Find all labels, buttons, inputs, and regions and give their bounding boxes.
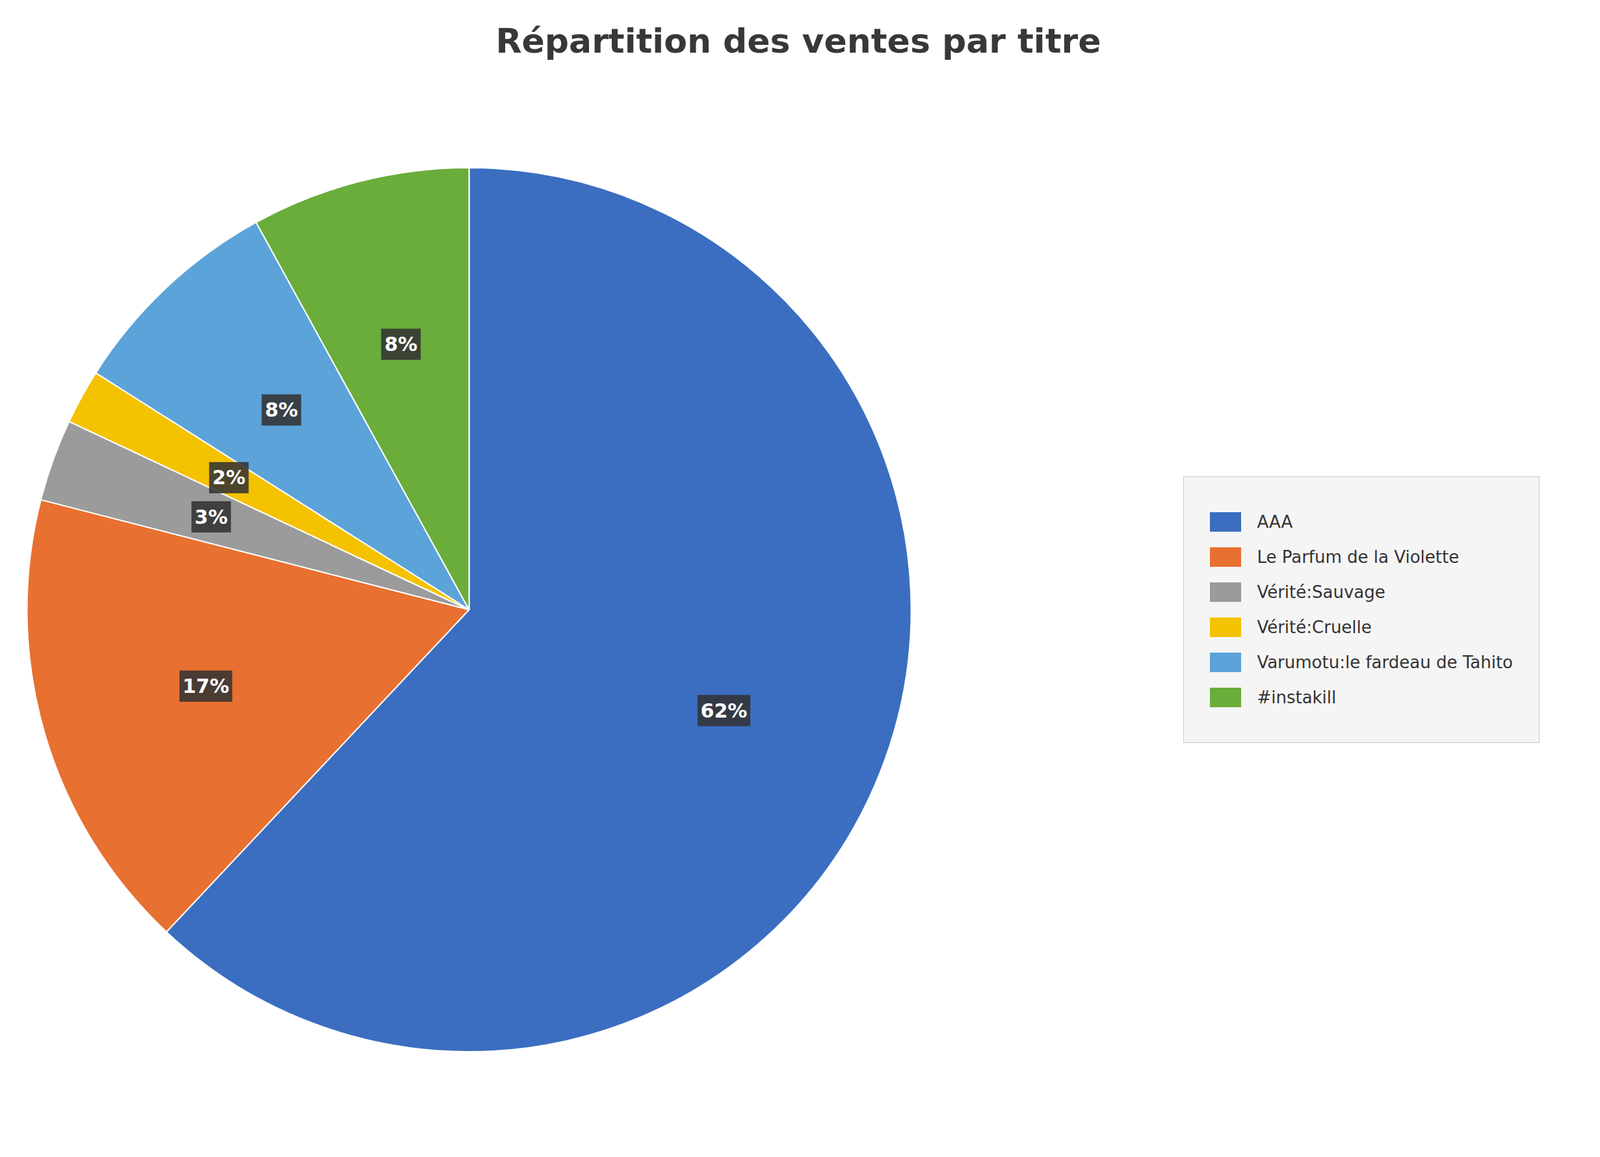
html-text:Répartition des ventes par tit: Répartition des ventes par titre — [495, 21, 1102, 61]
svg-text:17%: 17% — [182, 674, 230, 698]
html-text:Vérité:Sauvage: Vérité:Sauvage — [1256, 582, 1386, 603]
svg-text:8%: 8% — [384, 332, 418, 356]
html-text:AAA: AAA — [1256, 512, 1293, 532]
svg-text:2%: 2% — [212, 466, 246, 489]
html-text:#instakill: #instakill — [1256, 687, 1337, 708]
svg-text:3%: 3% — [194, 505, 228, 529]
html-text:Le Parfum de la Violette: Le Parfum de la Violette — [1256, 547, 1460, 567]
html-text:Varumotu:le fardeau de Tahito: Varumotu:le fardeau de Tahito — [1256, 652, 1513, 673]
html-text:Vérité:Cruelle: Vérité:Cruelle — [1256, 617, 1372, 638]
svg-text:62%: 62% — [700, 699, 748, 723]
svg-text:8%: 8% — [264, 398, 298, 422]
